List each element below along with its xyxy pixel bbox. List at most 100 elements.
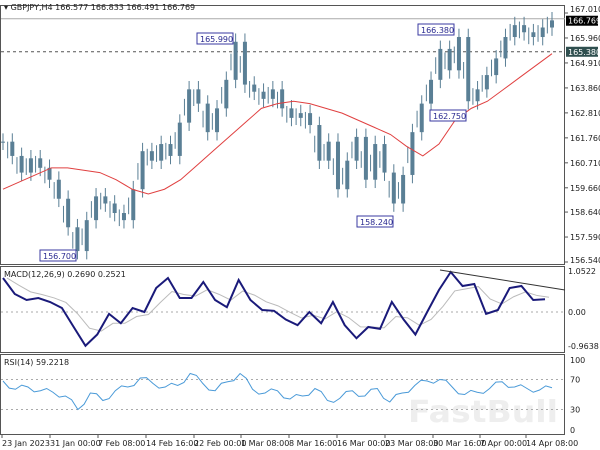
date-tick-label: 30 Mar 16:00 <box>433 439 486 448</box>
price-annotation-box <box>39 249 77 262</box>
candle-body <box>280 89 285 109</box>
candle-body <box>308 113 313 126</box>
chart-header: ▾ GBPJPY,H4 166.577 166.833 166.491 166.… <box>4 3 195 12</box>
candle-body <box>354 136 359 161</box>
candle-body <box>522 25 527 33</box>
date-tick-label: 7 Feb 08:00 <box>98 439 145 448</box>
price-annotation-label: 158.240 <box>360 218 393 227</box>
candle-body <box>382 144 387 173</box>
date-tick-label: 8 Mar 16:00 <box>289 439 337 448</box>
rsi-tick-label: 100 <box>570 356 585 365</box>
date-tick-label: 1 Mar 08:00 <box>241 439 289 448</box>
rsi-tick-label: 30 <box>570 406 580 415</box>
candle-body <box>550 20 554 28</box>
collapse-triangle-icon[interactable]: ▾ <box>4 3 9 12</box>
level-price-label: 165.380 <box>568 48 600 57</box>
macd-tick-label: 0.00 <box>568 308 586 317</box>
price-tick-label: 165.960 <box>570 34 600 43</box>
price-tick-label: 163.860 <box>570 84 600 93</box>
current-price-label: 166.769 <box>568 17 600 26</box>
candle-body <box>298 113 303 118</box>
candle-body <box>419 103 424 133</box>
candle-body <box>94 196 99 221</box>
candle-body <box>317 125 322 161</box>
date-tick-label: 16 Mar 00:00 <box>337 439 390 448</box>
candle-body <box>335 141 340 190</box>
candle-body <box>47 167 52 180</box>
main-panel-border <box>0 5 565 265</box>
candle-body <box>540 27 545 38</box>
rsi-tick-label: 0 <box>570 426 575 435</box>
candle-body <box>224 79 229 109</box>
candle-body <box>289 108 294 118</box>
macd-signal-line <box>6 277 550 332</box>
candle-body <box>466 37 471 102</box>
macd-title: MACD(12,26,9) 0.2690 0.2521 <box>4 270 126 279</box>
date-tick-label: 14 Feb 16:00 <box>146 439 198 448</box>
candle-body <box>270 89 275 99</box>
level-price-tag <box>566 46 598 57</box>
watermark-logo: FastBull <box>408 395 558 430</box>
candle-body <box>484 75 489 90</box>
rsi-line <box>2 372 553 411</box>
candle-body <box>10 141 15 156</box>
date-tick-label: 23 Mar 08:00 <box>385 439 438 448</box>
candle-body <box>177 122 182 156</box>
candle-body <box>187 89 192 123</box>
candle-body <box>456 37 461 71</box>
candle-body <box>373 144 378 180</box>
candle-body <box>242 41 247 85</box>
candle-body <box>196 89 201 104</box>
rsi-tick-label: 70 <box>570 376 580 385</box>
candle-body <box>410 132 415 175</box>
candle-body <box>475 89 480 102</box>
price-annotation-box <box>196 32 234 45</box>
date-tick-label: 7 Apr 00:00 <box>480 439 527 448</box>
price-tick-label: 156.540 <box>570 256 600 265</box>
candle-body <box>103 196 108 204</box>
rsi-panel-border <box>0 354 565 435</box>
date-tick-label: 31 Jan 00:00 <box>50 439 101 448</box>
price-tick-label: 157.590 <box>570 233 600 242</box>
price-annotation-box <box>429 109 467 122</box>
macd-tick-label: -0.9638 <box>568 342 599 351</box>
candle-body <box>149 151 154 161</box>
date-tick-label: 14 Apr 08:00 <box>526 439 578 448</box>
current-price-tag <box>566 15 598 26</box>
candle-body <box>28 158 33 173</box>
candle-body <box>75 227 80 252</box>
macd-line <box>2 270 546 348</box>
candle-body <box>401 174 406 204</box>
price-tick-label: 158.640 <box>570 208 600 217</box>
candle-body <box>429 79 434 104</box>
candle-body <box>112 203 117 214</box>
candle-body <box>345 160 350 190</box>
macd-tick-label: 1.0522 <box>568 267 596 276</box>
candle-body <box>391 172 396 204</box>
candle-body <box>66 198 71 228</box>
candle-body <box>159 144 164 161</box>
price-annotation-label: 156.700 <box>43 252 76 261</box>
price-annotation-box <box>356 215 394 228</box>
candle-body <box>205 103 210 133</box>
candle-body <box>233 41 238 80</box>
date-tick-label: 23 Jan 2023 <box>2 439 50 448</box>
macd-trendline <box>439 269 566 291</box>
price-tick-label: 162.810 <box>570 109 600 118</box>
candle-body <box>140 151 145 190</box>
price-tick-label: 164.910 <box>570 59 600 68</box>
candle-body <box>503 37 508 59</box>
ohlc-values: 166.577 166.833 166.491 166.769 <box>55 3 196 12</box>
price-tick-label: 160.710 <box>570 159 600 168</box>
candle-body <box>447 48 452 71</box>
candle-body <box>38 158 43 168</box>
candle-body <box>252 84 257 92</box>
date-tick-label: 22 Feb 00:00 <box>194 439 246 448</box>
candle-body <box>438 48 443 80</box>
candle-body <box>326 141 331 161</box>
candle-body <box>19 155 24 173</box>
candle-body <box>56 179 61 199</box>
candle-body <box>84 220 89 252</box>
